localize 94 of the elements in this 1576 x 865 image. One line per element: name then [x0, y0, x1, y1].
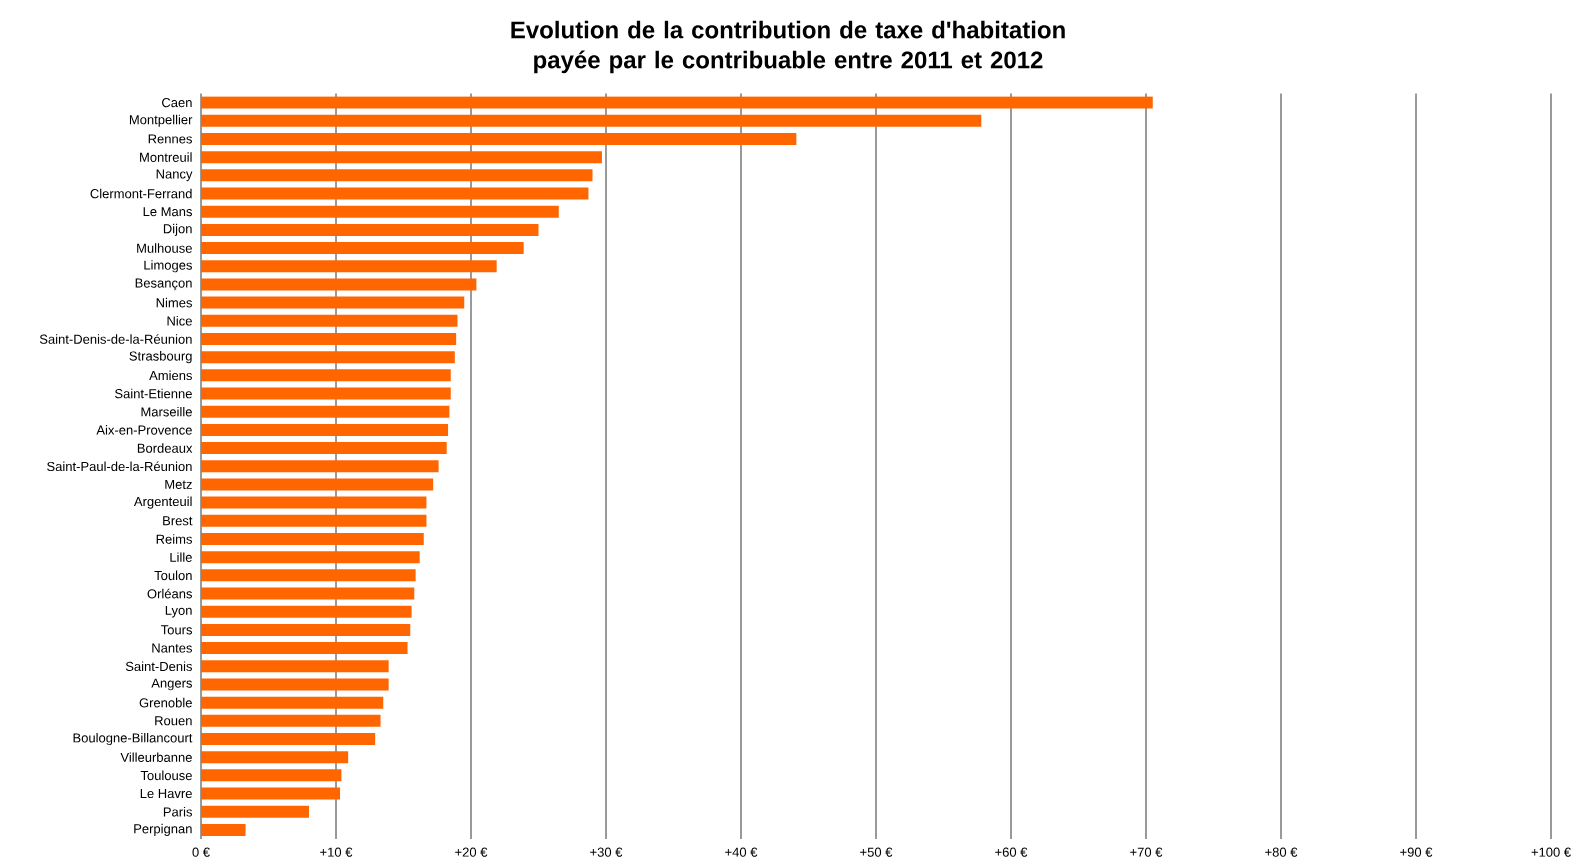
y-tick-label: Saint-Paul-de-la-Réunion	[47, 461, 192, 472]
x-tick-label: +100 €	[1531, 847, 1571, 857]
bar	[201, 296, 465, 309]
y-tick-label: Limoges	[144, 260, 192, 273]
y-tick-label: Nimes	[156, 297, 192, 308]
y-tick-label: Besançon	[135, 278, 192, 291]
y-tick-label: Montpellier	[129, 114, 193, 127]
y-tick-label: Marseille	[141, 406, 192, 417]
bar	[201, 314, 458, 327]
bar	[201, 442, 447, 455]
y-tick-label: Saint-Denis	[125, 661, 192, 672]
bar	[201, 205, 559, 218]
bar	[201, 696, 384, 709]
bar	[201, 551, 420, 564]
bar	[201, 169, 593, 182]
y-tick-label: Metz	[165, 479, 192, 489]
x-tick-label: +30 €	[590, 847, 623, 857]
y-tick-label: Lyon	[165, 605, 192, 618]
bar	[201, 805, 309, 818]
y-tick-label: Le Havre	[140, 789, 192, 799]
bar	[201, 569, 416, 582]
bar	[201, 132, 797, 145]
bar	[201, 733, 376, 745]
bar	[201, 787, 341, 800]
y-tick-label: Saint-Etienne	[115, 388, 192, 399]
y-tick-label: Strasbourg	[129, 351, 192, 364]
y-tick-label: Orléans	[147, 588, 192, 599]
bar	[201, 660, 389, 673]
bar	[201, 423, 449, 436]
bar	[201, 587, 415, 600]
bar	[201, 187, 589, 200]
bar	[201, 605, 412, 618]
y-tick-label: Lille	[170, 552, 192, 562]
y-tick-label: Brest	[163, 516, 193, 526]
bar	[201, 678, 389, 691]
bar	[201, 242, 524, 255]
y-tick-label: Angers	[151, 678, 192, 691]
y-tick-label: Villeurbanne	[120, 752, 192, 762]
y-tick-label: Argenteuil	[133, 496, 192, 509]
bar	[201, 769, 342, 782]
bar	[201, 369, 451, 382]
bar	[201, 387, 451, 400]
bar	[201, 351, 455, 364]
bar	[201, 751, 349, 764]
y-tick-label: Amiens	[149, 370, 192, 381]
chart-title: Evolution de la contribution de taxe d'habitation payée par le contribuable entre 2011 et 2012	[511, 20, 1065, 74]
y-tick-label: Paris	[163, 806, 192, 817]
y-tick-label: Mulhouse	[137, 243, 192, 253]
bar	[201, 460, 439, 473]
bar	[201, 332, 457, 345]
x-tick-label: +70 €	[1130, 847, 1163, 857]
y-tick-label: Bordeaux	[137, 443, 193, 453]
bar	[201, 823, 246, 836]
y-tick-label: Dijon	[163, 223, 192, 236]
bar	[201, 278, 477, 291]
y-tick-label: Nancy	[156, 169, 193, 182]
bar	[201, 642, 408, 655]
bar	[201, 623, 411, 636]
y-tick-label: Saint-Denis-de-la-Réunion	[39, 334, 192, 344]
x-tick-label: +40 €	[725, 847, 758, 857]
y-tick-label: Montreuil	[140, 152, 192, 162]
y-tick-label: Nantes	[152, 643, 192, 653]
bar	[201, 478, 434, 491]
bar	[201, 496, 427, 509]
y-tick-label: Reims	[156, 534, 192, 544]
x-tick-label: +60 €	[995, 847, 1028, 857]
bar	[201, 114, 982, 127]
y-tick-label: Tours	[160, 625, 193, 635]
x-tick-label: 0 €	[192, 847, 210, 857]
bar	[201, 96, 1153, 109]
bar	[201, 714, 381, 727]
y-tick-label: Rouen	[155, 716, 192, 726]
bar	[201, 532, 424, 545]
y-tick-label: Rennes	[148, 134, 192, 144]
x-tick-label: +90 €	[1400, 847, 1433, 857]
y-tick-label: Toulon	[154, 570, 192, 581]
y-tick-label: Caen	[162, 97, 192, 108]
y-tick-label: Aix-en-Provence	[96, 425, 192, 435]
bar	[201, 405, 450, 418]
x-tick-label: +20 €	[455, 847, 488, 857]
x-tick-label: +10 €	[320, 847, 353, 857]
y-tick-label: Nice	[167, 316, 192, 326]
y-tick-label: Boulogne-Billancourt	[73, 732, 193, 746]
x-tick-label: +80 €	[1265, 847, 1298, 857]
y-tick-label: Toulouse	[140, 770, 192, 781]
y-tick-label: Grenoble	[139, 697, 192, 708]
bar	[201, 151, 602, 164]
x-tick-label: +50 €	[860, 847, 893, 857]
y-tick-label: Clermont-Ferrand	[90, 188, 192, 199]
bar	[201, 260, 497, 273]
bar	[201, 514, 427, 527]
bar	[201, 223, 539, 236]
y-tick-label: Le Mans	[143, 207, 192, 217]
y-tick-label: Perpignan	[134, 823, 192, 836]
